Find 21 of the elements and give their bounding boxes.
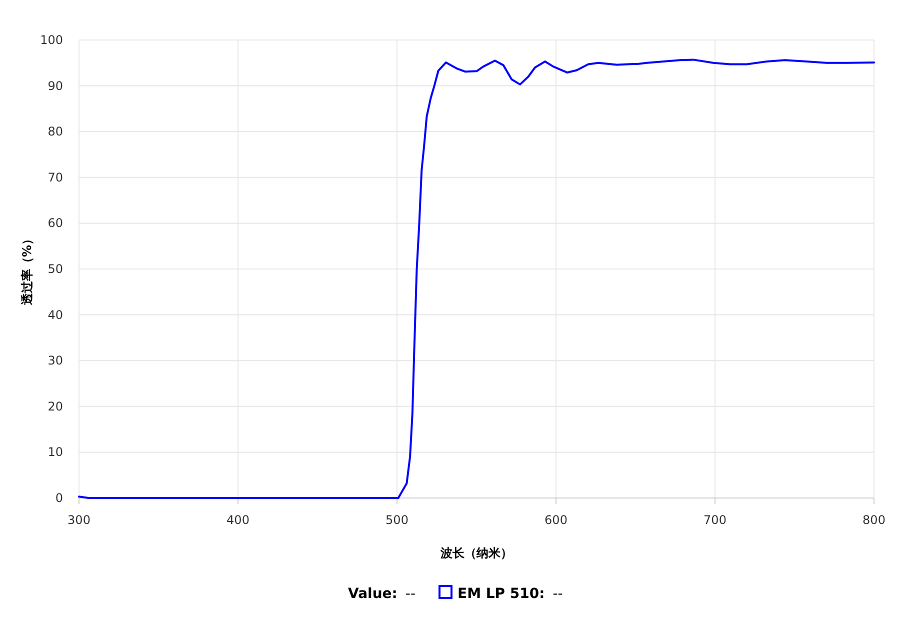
y-tick-label: 70 xyxy=(48,170,63,184)
y-tick-label: 100 xyxy=(40,33,63,47)
x-tick-label: 300 xyxy=(68,513,90,527)
x-tick-label: 800 xyxy=(862,513,886,527)
legend: Value: -- EM LP 510: -- xyxy=(348,585,563,602)
y-tick-label: 90 xyxy=(48,78,63,93)
y-axis-title: 透过率（%） xyxy=(20,232,34,306)
x-axis-title: 波长（纳米） xyxy=(440,546,512,560)
x-tick-label: 700 xyxy=(704,513,726,527)
y-tick-label: 20 xyxy=(48,399,63,414)
y-tick-label: 80 xyxy=(48,124,63,139)
x-tick-label: 600 xyxy=(544,513,568,527)
x-tick-label: 500 xyxy=(386,513,408,527)
y-tick-label: 0 xyxy=(55,491,63,505)
y-tick-label: 50 xyxy=(48,262,63,276)
x-tick-label: 400 xyxy=(226,513,250,527)
y-tick-label: 10 xyxy=(48,445,63,460)
y-tick-label: 60 xyxy=(48,216,63,230)
y-tick-label: 30 xyxy=(48,354,63,368)
y-tick-label: 40 xyxy=(48,308,63,322)
legend-label: EM LP 510: xyxy=(458,586,545,602)
